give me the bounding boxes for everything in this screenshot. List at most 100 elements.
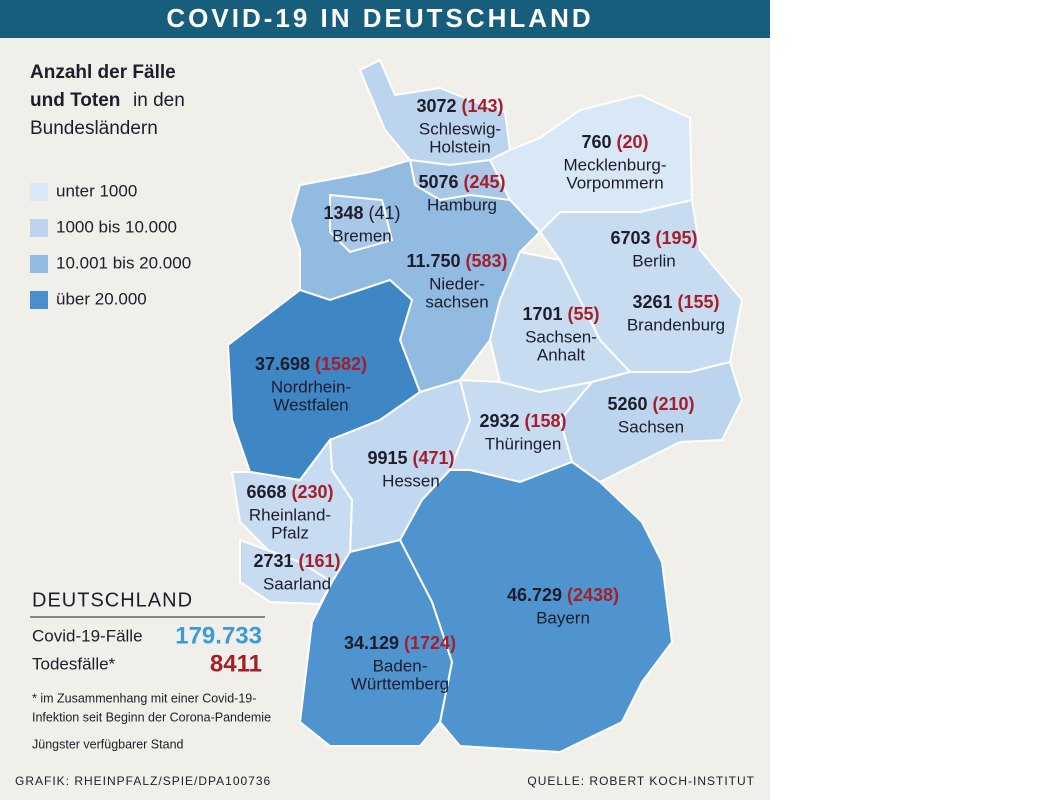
state-figures: 5076 (245) xyxy=(418,172,505,192)
header-bar xyxy=(0,0,770,38)
summary-title: DEUTSCHLAND xyxy=(32,589,193,611)
state-name: Anhalt xyxy=(537,345,585,364)
summary-label: Todesfälle* xyxy=(32,654,116,673)
state-figures: 6668 (230) xyxy=(246,482,333,502)
state-figures: 1701 (55) xyxy=(522,304,599,324)
legend-label: 10.001 bis 20.000 xyxy=(56,253,191,272)
state-name: Thüringen xyxy=(485,434,562,453)
state-area xyxy=(329,193,394,254)
summary-value: 179.733 xyxy=(175,622,262,649)
state-cases: 46.729 xyxy=(507,585,562,605)
footer-left: GRAFIK: RHEINPFALZ/SPIE/DPA100736 xyxy=(15,774,271,788)
state-deaths: (195) xyxy=(656,228,698,248)
footnote: * im Zusammenhang mit einer Covid-19- xyxy=(32,691,256,705)
state-cases: 11.750 xyxy=(406,251,460,271)
legend-label: unter 1000 xyxy=(56,181,137,200)
state-deaths: (41) xyxy=(369,203,401,223)
state-name: Sachsen xyxy=(618,417,684,436)
state-deaths: (1582) xyxy=(315,354,367,374)
state-name: Schleswig- xyxy=(419,119,501,138)
state-cases: 6703 xyxy=(610,228,650,248)
state-name: Holstein xyxy=(429,137,490,156)
state-name: Hessen xyxy=(382,471,440,490)
state-deaths: (155) xyxy=(678,292,720,312)
state-name: sachsen xyxy=(425,292,488,311)
summary-value: 8411 xyxy=(210,650,262,677)
state-name: Baden- xyxy=(373,656,428,675)
state-name: Bayern xyxy=(536,608,590,627)
state-deaths: (583) xyxy=(466,251,508,271)
state-deaths: (230) xyxy=(292,482,334,502)
state-name: Vorpommern xyxy=(566,173,663,192)
legend-swatch xyxy=(30,255,48,273)
state-cases: 6668 xyxy=(246,482,286,502)
state-deaths: (1724) xyxy=(404,633,456,653)
state-deaths: (143) xyxy=(462,96,504,116)
state-name: Sachsen- xyxy=(525,327,597,346)
legend-label: 1000 bis 10.000 xyxy=(56,217,177,236)
intro-bold: Anzahl der Fälle xyxy=(30,62,176,83)
state-name: Mecklenburg- xyxy=(564,155,667,174)
state-name: Bremen xyxy=(332,226,392,245)
state-cases: 37.698 xyxy=(255,354,310,374)
state-deaths: (161) xyxy=(299,551,341,571)
state-area xyxy=(230,437,354,584)
state-cases: 34.129 xyxy=(344,633,399,653)
state-deaths: (245) xyxy=(464,172,506,192)
state-figures: 11.750 (583) xyxy=(406,251,507,271)
legend-swatch xyxy=(30,219,48,237)
state-deaths: (2438) xyxy=(567,585,619,605)
state-cases: 3072 xyxy=(416,96,456,116)
state-name: Brandenburg xyxy=(627,315,725,334)
state-deaths: (55) xyxy=(568,304,600,324)
state-name: Pfalz xyxy=(271,523,309,542)
state-name: Saarland xyxy=(263,574,331,593)
state-name: Württemberg xyxy=(351,674,449,693)
state-figures: 9915 (471) xyxy=(367,448,454,468)
state-cases: 2731 xyxy=(253,551,293,571)
state-figures: 5260 (210) xyxy=(607,394,694,414)
footnote: Infektion seit Beginn der Corona-Pandemi… xyxy=(32,710,271,724)
state-name: Nordrhein- xyxy=(271,377,351,396)
state-name: Hamburg xyxy=(427,195,497,214)
state-figures: 2731 (161) xyxy=(253,551,340,571)
legend-label: über 20.000 xyxy=(56,289,147,308)
state-deaths: (20) xyxy=(617,132,649,152)
state-name: Westfalen xyxy=(273,395,348,414)
state-cases: 5260 xyxy=(607,394,647,414)
legend-swatch xyxy=(30,291,48,309)
state-area xyxy=(298,538,454,747)
state-name: Rheinland- xyxy=(249,505,331,524)
state-cases: 1701 xyxy=(522,304,562,324)
legend-swatch xyxy=(30,183,48,201)
state-figures: 3072 (143) xyxy=(416,96,503,116)
state-figures: 46.729 (2438) xyxy=(507,585,619,605)
state-name: Berlin xyxy=(632,251,675,270)
state-figures: 3261 (155) xyxy=(632,292,719,312)
state-figures: 760 (20) xyxy=(581,132,648,152)
state-figures: 6703 (195) xyxy=(610,228,697,248)
state-cases: 2932 xyxy=(479,411,519,431)
state-deaths: (471) xyxy=(413,448,455,468)
state-deaths: (210) xyxy=(653,394,695,414)
state-deaths: (158) xyxy=(525,411,567,431)
state-figures: 34.129 (1724) xyxy=(344,633,456,653)
state-cases: 1348 xyxy=(323,203,363,223)
state-area xyxy=(358,58,512,167)
state-cases: 760 xyxy=(581,132,611,152)
intro-text: in den xyxy=(133,90,185,111)
intro-bold: und Toten xyxy=(30,90,120,111)
intro-text: Bundesländern xyxy=(30,118,158,139)
state-cases: 3261 xyxy=(632,292,672,312)
state-figures: 1348 (41) xyxy=(323,203,400,223)
footer-right: QUELLE: ROBERT KOCH-INSTITUT xyxy=(527,774,755,788)
status: Jüngster verfügbarer Stand xyxy=(32,737,184,751)
state-name: Nieder- xyxy=(429,274,485,293)
state-cases: 5076 xyxy=(418,172,458,192)
state-cases: 9915 xyxy=(367,448,407,468)
state-figures: 37.698 (1582) xyxy=(255,354,367,374)
title: COVID-19 IN DEUTSCHLAND xyxy=(166,3,593,33)
summary-label: Covid-19-Fälle xyxy=(32,626,143,645)
